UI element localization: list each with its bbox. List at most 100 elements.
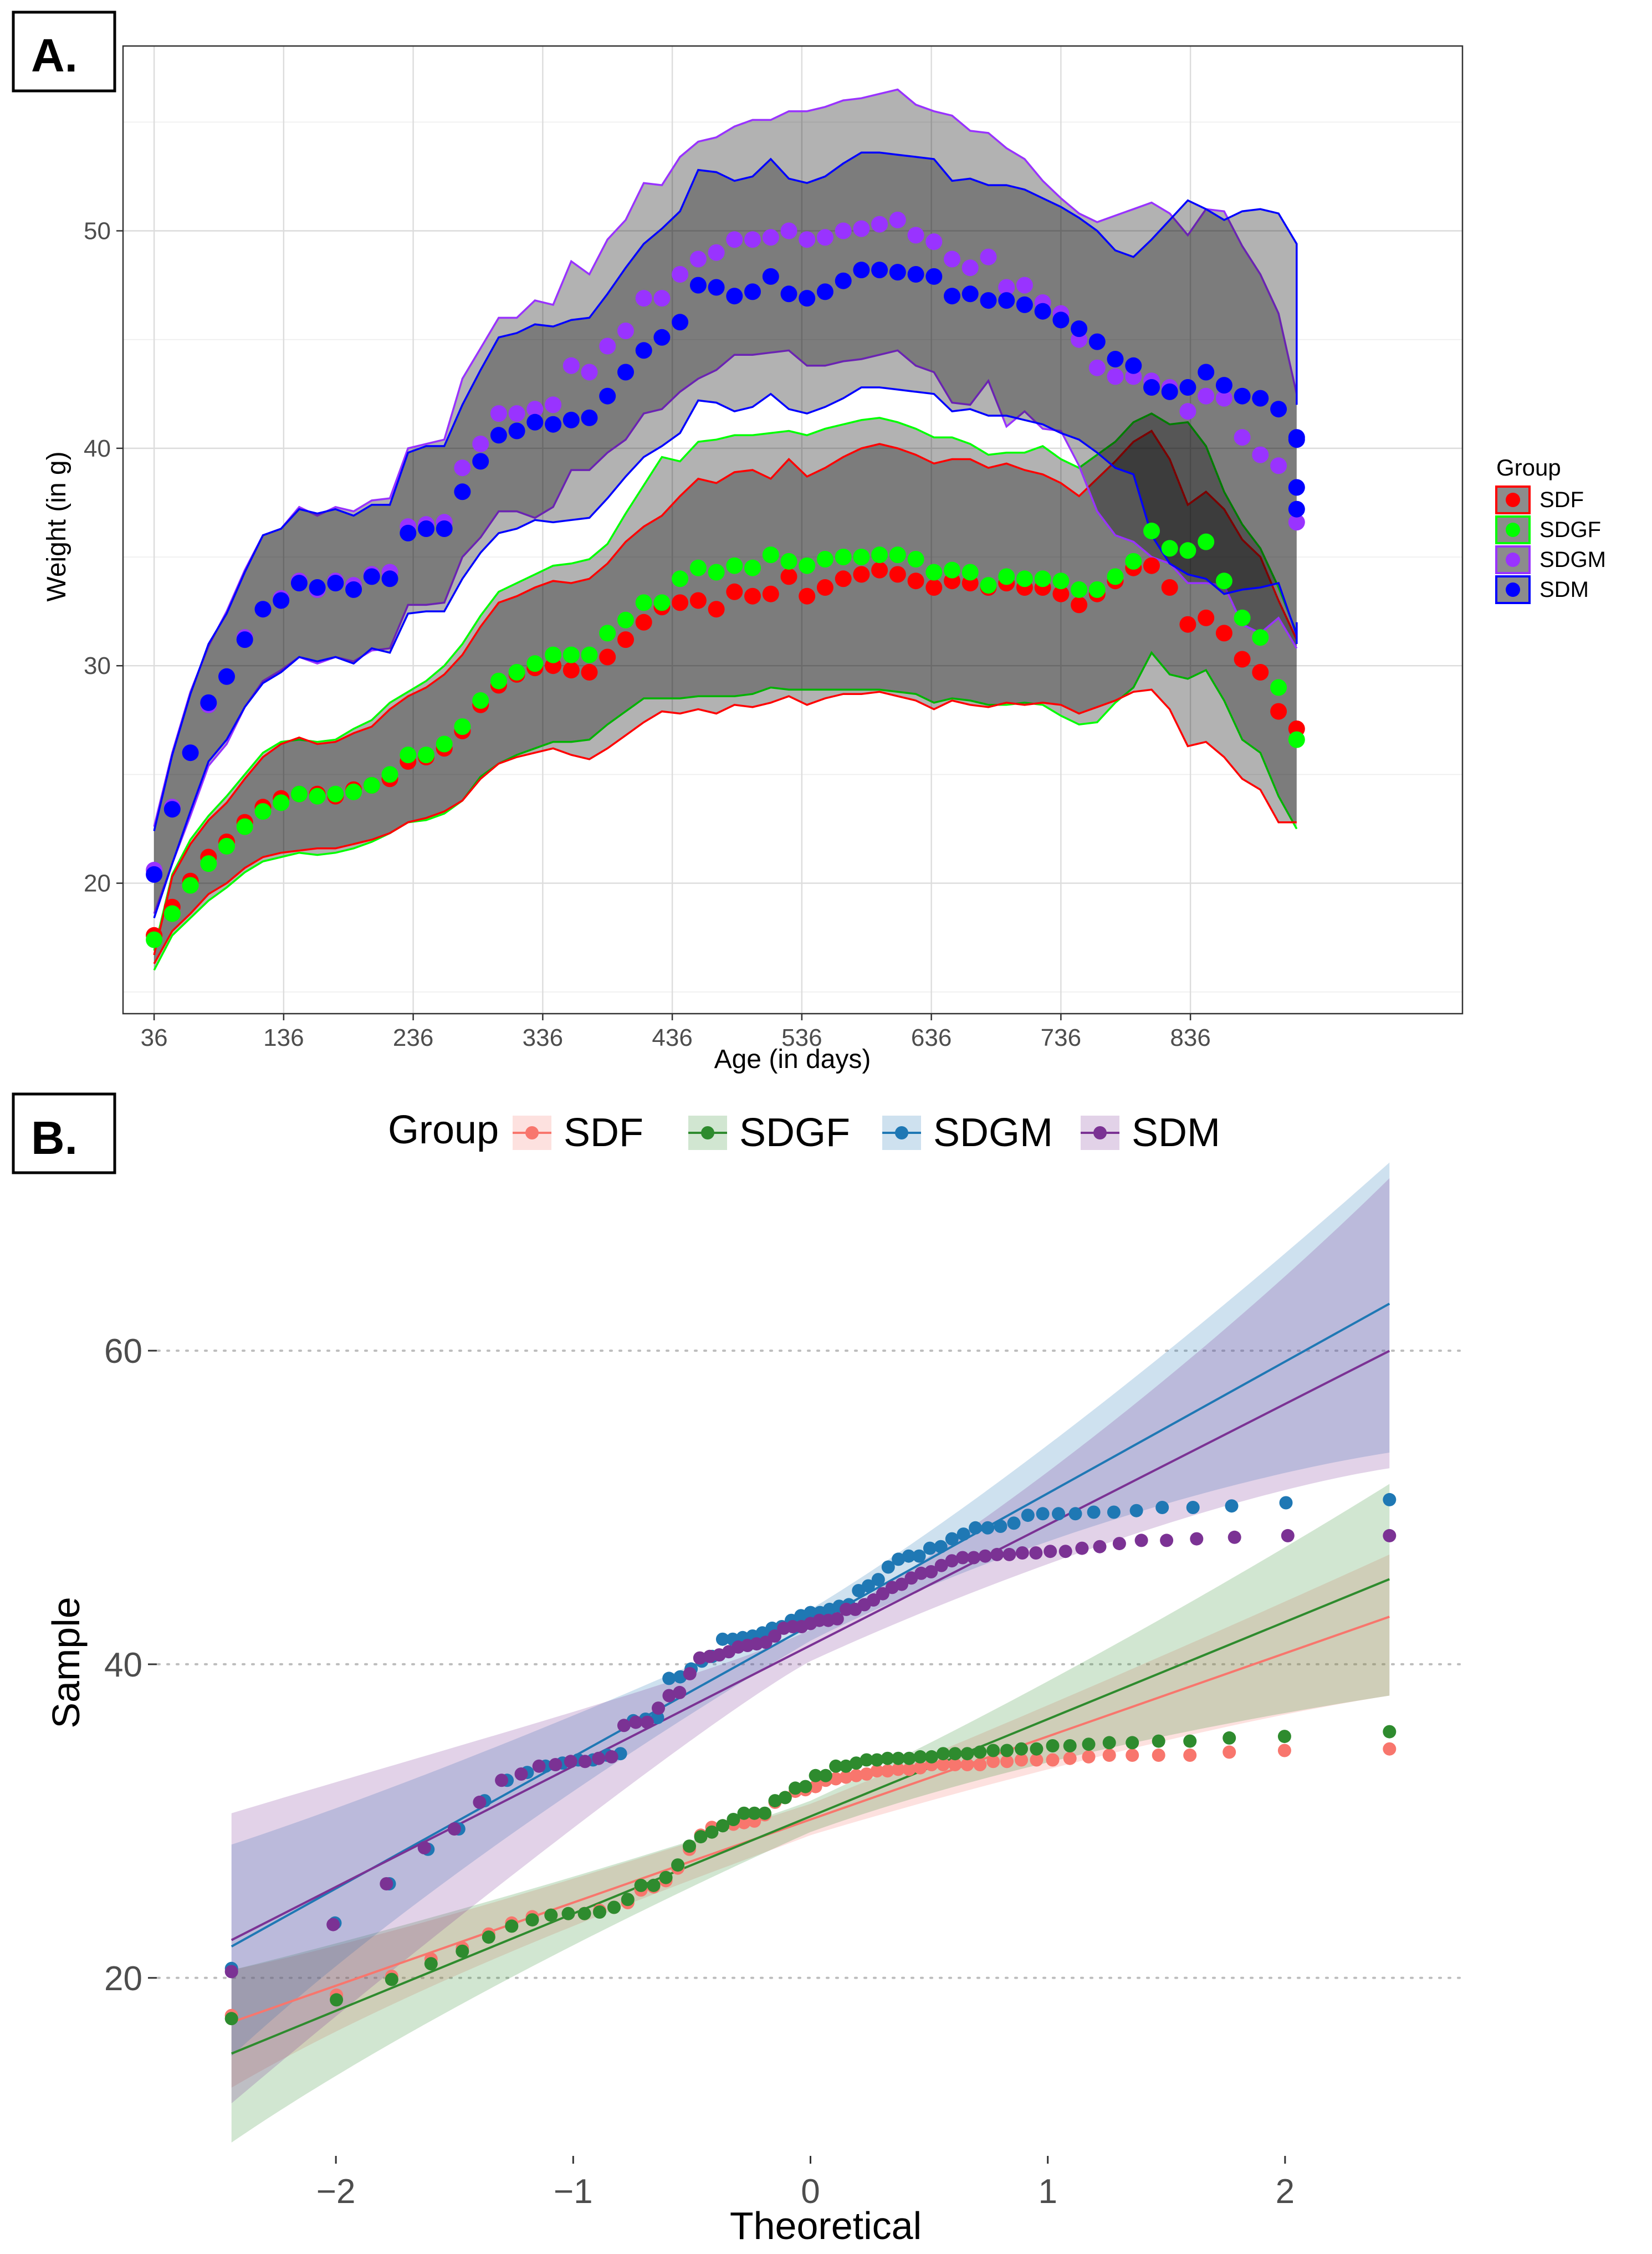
qq-point-sdf — [1277, 1744, 1291, 1757]
qq-point-sdm — [380, 1877, 393, 1890]
qq-point-sdm — [1029, 1546, 1043, 1560]
point-sdgf — [1088, 581, 1106, 598]
point-sdf — [1270, 703, 1287, 720]
panel-a-x-tick-label: 636 — [911, 1024, 952, 1051]
legend-b-label: SDGF — [739, 1111, 850, 1155]
point-sdm — [1071, 320, 1088, 338]
qq-point-sdm — [617, 1719, 631, 1732]
qq-point-sdgm — [912, 1549, 926, 1563]
point-sdf — [581, 664, 598, 681]
qq-point-sdgf — [778, 1791, 792, 1805]
qq-point-sdgf — [1046, 1739, 1060, 1752]
ribbon-upper-sdgm — [153, 88, 1298, 827]
panel-b-x-axis-title: Theoretical — [730, 2204, 922, 2247]
qq-point-sdm — [1044, 1545, 1057, 1558]
panel-a-points — [146, 211, 1305, 948]
point-sdf — [889, 566, 906, 583]
panel-a: A. 36 136 236 336 436 536 636 736 836 20 30 40 50 A… — [12, 11, 1606, 1074]
point-sdgf — [508, 664, 525, 681]
point-sdgm — [472, 436, 489, 452]
point-sdm — [508, 422, 525, 439]
qq-point-sdgf — [913, 1750, 927, 1764]
point-sdf — [562, 662, 580, 679]
point-sdm — [236, 631, 253, 648]
point-sdgf — [1016, 570, 1033, 587]
point-sdgm — [871, 216, 888, 233]
qq-point-sdgm — [1021, 1509, 1035, 1522]
legend-b-item-sdm: SDM — [1081, 1111, 1220, 1155]
point-sdgm — [799, 231, 816, 248]
point-sdgm — [726, 231, 743, 248]
qq-point-sdgm — [881, 1560, 895, 1574]
point-sdgf — [780, 553, 797, 570]
point-sdm — [1215, 377, 1232, 394]
point-sdgf — [1052, 573, 1070, 590]
qq-point-sdgm — [861, 1579, 875, 1593]
point-sdm — [218, 668, 235, 685]
point-sdm — [200, 694, 217, 711]
point-sdgf — [925, 564, 943, 581]
point-sdgf — [1143, 523, 1160, 539]
point-sdm — [889, 264, 906, 281]
qq-point-sdm — [693, 1651, 707, 1665]
point-sdgf — [581, 646, 598, 663]
legend-b-item-sdgf: SDGF — [688, 1111, 850, 1155]
panel-a-x-axis-title: Age (in days) — [714, 1045, 871, 1074]
point-sdm — [871, 262, 888, 279]
point-sdm — [1179, 379, 1196, 396]
point-sdgm — [653, 290, 671, 307]
panel-b: B. Group SDF SDGF SDGM SDM −2 −1 0 1 2 20 40 60 T… — [12, 1092, 1464, 2247]
qq-point-sdgm — [981, 1521, 995, 1535]
point-sdgf — [1198, 533, 1215, 550]
point-sdgm — [889, 211, 906, 228]
point-sdgf — [689, 559, 707, 576]
qq-point-sdm — [904, 1571, 918, 1585]
panel-a-x-tick-label: 436 — [652, 1024, 692, 1051]
qq-point-sdm — [914, 1566, 928, 1580]
point-sdf — [762, 585, 779, 602]
qq-point-sdm — [532, 1759, 546, 1773]
qq-point-sdgf — [1030, 1742, 1044, 1756]
qq-point-sdgf — [1126, 1736, 1139, 1750]
qq-point-sdf — [737, 1816, 751, 1829]
point-sdgm — [780, 222, 797, 239]
point-sdm — [345, 581, 362, 598]
legend-b-item-sdf: SDF — [513, 1111, 643, 1155]
point-sdm — [146, 866, 163, 883]
point-sdgm — [526, 401, 544, 418]
qq-points-sdgf — [224, 1725, 1397, 2026]
point-sdm — [1198, 364, 1215, 381]
qq-point-sdm — [495, 1773, 509, 1787]
point-sdgm — [1215, 390, 1232, 407]
point-sdgf — [708, 564, 725, 581]
ribbon-lower-sdgm — [153, 349, 1298, 914]
panel-b-x-tick-label: 0 — [801, 2173, 820, 2211]
qq-point-sdgf — [1277, 1730, 1291, 1744]
point-sdm — [400, 524, 417, 541]
point-sdm — [1252, 390, 1269, 407]
point-sdgf — [236, 818, 253, 835]
point-sdgf — [1034, 570, 1051, 587]
panel-b-x-tick-label: 1 — [1038, 2173, 1057, 2211]
panel-b-label-box — [12, 1092, 116, 1174]
points-sdgf — [146, 523, 1305, 948]
point-sdgf — [635, 594, 652, 611]
point-sdgf — [907, 551, 924, 568]
qq-point-sdgf — [839, 1759, 853, 1773]
point-sdf — [853, 566, 870, 583]
qq-point-sdf — [1383, 1742, 1397, 1756]
point-sdgf — [545, 646, 562, 663]
point-sdm — [1016, 296, 1033, 313]
point-sdm — [925, 268, 943, 285]
qq-point-sdgm — [1279, 1496, 1293, 1510]
point-sdm — [635, 342, 652, 359]
qq-point-sdgf — [716, 1819, 730, 1833]
qq-point-sdgm — [662, 1672, 676, 1685]
point-sdm — [799, 290, 816, 307]
ribbon-sdf — [154, 431, 1297, 964]
point-sdf — [1052, 585, 1070, 602]
point-sdgm — [961, 259, 979, 277]
qq-point-sdm — [673, 1685, 687, 1699]
qq-point-sdm — [326, 1918, 340, 1931]
point-sdgf — [871, 546, 888, 564]
